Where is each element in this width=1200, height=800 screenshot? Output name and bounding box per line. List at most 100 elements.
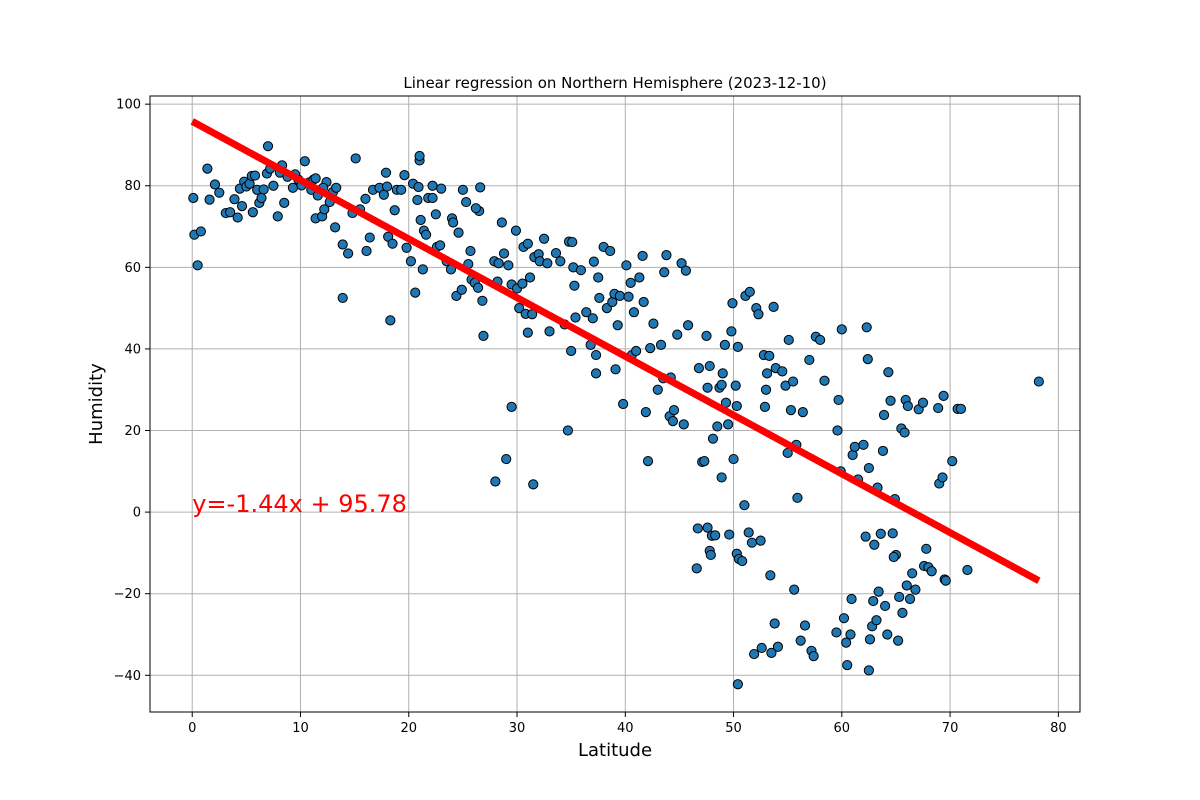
data-point xyxy=(343,248,354,259)
data-point xyxy=(412,194,423,206)
data-point xyxy=(846,593,857,605)
data-point xyxy=(860,531,871,542)
data-point xyxy=(702,522,713,533)
data-point xyxy=(634,272,645,283)
data-point xyxy=(938,390,949,401)
data-point xyxy=(716,472,727,483)
data-point xyxy=(940,575,951,586)
data-point xyxy=(593,272,604,283)
data-point xyxy=(701,330,712,341)
data-point xyxy=(448,217,459,228)
data-point xyxy=(399,170,410,181)
data-point xyxy=(517,278,528,289)
data-point xyxy=(648,318,659,329)
data-point xyxy=(808,651,819,662)
data-point xyxy=(555,256,566,267)
data-point xyxy=(676,258,687,269)
x-tick-label: 60 xyxy=(834,721,851,736)
data-point xyxy=(389,205,400,216)
data-point xyxy=(272,211,283,222)
data-point xyxy=(746,537,758,548)
regression-line xyxy=(190,118,1041,584)
data-point xyxy=(764,350,775,361)
data-point xyxy=(901,580,912,591)
data-point xyxy=(749,648,760,660)
data-point xyxy=(732,679,743,690)
data-point xyxy=(590,349,602,361)
y-tick-label: 80 xyxy=(124,179,141,194)
y-tick-label: −20 xyxy=(114,587,141,602)
data-point xyxy=(863,462,874,474)
data-point xyxy=(728,453,739,465)
data-point xyxy=(524,272,536,283)
data-point xyxy=(415,214,426,226)
data-point xyxy=(699,456,710,467)
data-point xyxy=(562,425,574,436)
y-tick-label: 40 xyxy=(124,342,141,357)
data-point xyxy=(777,366,788,377)
data-point xyxy=(887,528,898,539)
y-tick-label: −40 xyxy=(114,669,141,684)
data-point xyxy=(364,232,375,243)
data-point xyxy=(209,179,221,190)
data-point xyxy=(566,345,577,357)
data-point xyxy=(457,184,468,195)
data-point xyxy=(594,292,605,304)
data-point xyxy=(360,193,371,204)
data-point xyxy=(625,277,636,288)
data-point xyxy=(417,264,428,275)
data-point xyxy=(894,591,905,603)
data-point xyxy=(420,229,432,240)
data-point xyxy=(710,530,721,541)
data-point xyxy=(401,242,412,253)
data-point xyxy=(737,555,748,567)
data-point xyxy=(640,407,651,418)
data-point xyxy=(299,156,310,167)
y-tick-label: 0 xyxy=(133,506,141,521)
data-point xyxy=(885,395,896,406)
data-point xyxy=(287,182,299,193)
data-point xyxy=(514,303,525,314)
data-point xyxy=(819,375,830,386)
data-point xyxy=(631,345,642,357)
data-point xyxy=(743,527,754,538)
data-point xyxy=(225,207,236,218)
data-point xyxy=(430,209,441,220)
data-point xyxy=(195,226,206,237)
data-point xyxy=(815,334,826,346)
data-point xyxy=(739,500,750,511)
data-point xyxy=(330,222,341,233)
data-point xyxy=(490,476,501,487)
data-point xyxy=(262,141,274,152)
data-point xyxy=(877,445,889,457)
data-point xyxy=(692,523,703,534)
data-point xyxy=(436,183,447,194)
data-point xyxy=(498,248,510,259)
data-point xyxy=(581,307,592,318)
data-point xyxy=(910,584,921,595)
plot-frame xyxy=(149,95,1081,713)
data-point xyxy=(759,401,771,412)
data-point xyxy=(258,184,269,195)
data-point xyxy=(705,549,716,561)
data-point xyxy=(567,236,578,248)
x-tick-label: 20 xyxy=(400,721,417,736)
x-tick-label: 80 xyxy=(1050,721,1067,736)
data-point xyxy=(680,265,692,276)
data-point xyxy=(691,563,702,574)
data-point xyxy=(528,479,539,490)
regression-layer xyxy=(190,118,1041,584)
data-point xyxy=(542,258,553,269)
data-point xyxy=(937,472,948,483)
data-point xyxy=(478,330,489,341)
data-point xyxy=(621,260,632,271)
data-point xyxy=(645,343,656,354)
data-point xyxy=(204,194,215,205)
data-point xyxy=(838,613,850,624)
data-point xyxy=(832,425,843,436)
regression-equation: y=-1.44x + 95.78 xyxy=(192,490,407,518)
data-point xyxy=(693,363,705,374)
data-point xyxy=(862,354,873,365)
data-point xyxy=(873,586,884,597)
data-point xyxy=(785,405,797,416)
